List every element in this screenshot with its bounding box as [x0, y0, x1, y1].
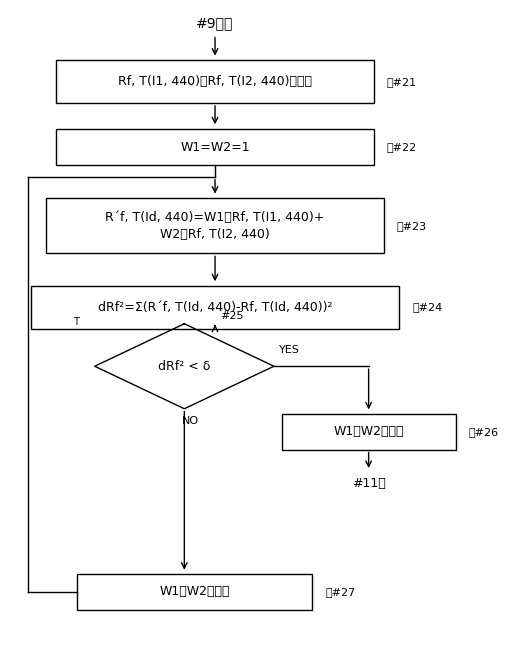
- Bar: [56, 61, 374, 103]
- Bar: [31, 286, 399, 328]
- Text: NO: NO: [182, 415, 199, 426]
- Text: #25: #25: [220, 311, 244, 321]
- Text: ～#22: ～#22: [387, 142, 417, 152]
- Text: ～#26: ～#26: [468, 426, 499, 437]
- Bar: [56, 129, 374, 165]
- Text: Rf, T(I1, 440)、Rf, T(I2, 440)を算出: Rf, T(I1, 440)、Rf, T(I2, 440)を算出: [118, 75, 312, 88]
- Bar: [46, 198, 384, 253]
- Text: #9から: #9から: [197, 16, 233, 30]
- Text: W1=W2=1: W1=W2=1: [180, 141, 250, 154]
- Text: ～#27: ～#27: [325, 587, 355, 597]
- Text: dRf²=Σ(R´f, T(Id, 440)-Rf, T(Id, 440))²: dRf²=Σ(R´f, T(Id, 440)-Rf, T(Id, 440))²: [98, 301, 332, 314]
- Text: #11へ: #11へ: [352, 477, 386, 490]
- Text: ～#21: ～#21: [387, 77, 417, 87]
- Text: W1、W2を修正: W1、W2を修正: [159, 585, 230, 598]
- Text: YES: YES: [279, 345, 300, 355]
- Text: R´f, T(Id, 440)=W1・Rf, T(I1, 440)+
W2・Rf, T(I2, 440): R´f, T(Id, 440)=W1・Rf, T(I1, 440)+ W2・Rf…: [105, 211, 325, 241]
- Text: ～#24: ～#24: [412, 302, 442, 313]
- Text: ～#23: ～#23: [397, 220, 427, 231]
- Bar: [77, 574, 312, 610]
- Text: W1、W2を返す: W1、W2を返す: [333, 425, 404, 438]
- Text: dRf² < δ: dRf² < δ: [158, 360, 210, 373]
- Text: T: T: [73, 317, 79, 328]
- Bar: [282, 414, 456, 450]
